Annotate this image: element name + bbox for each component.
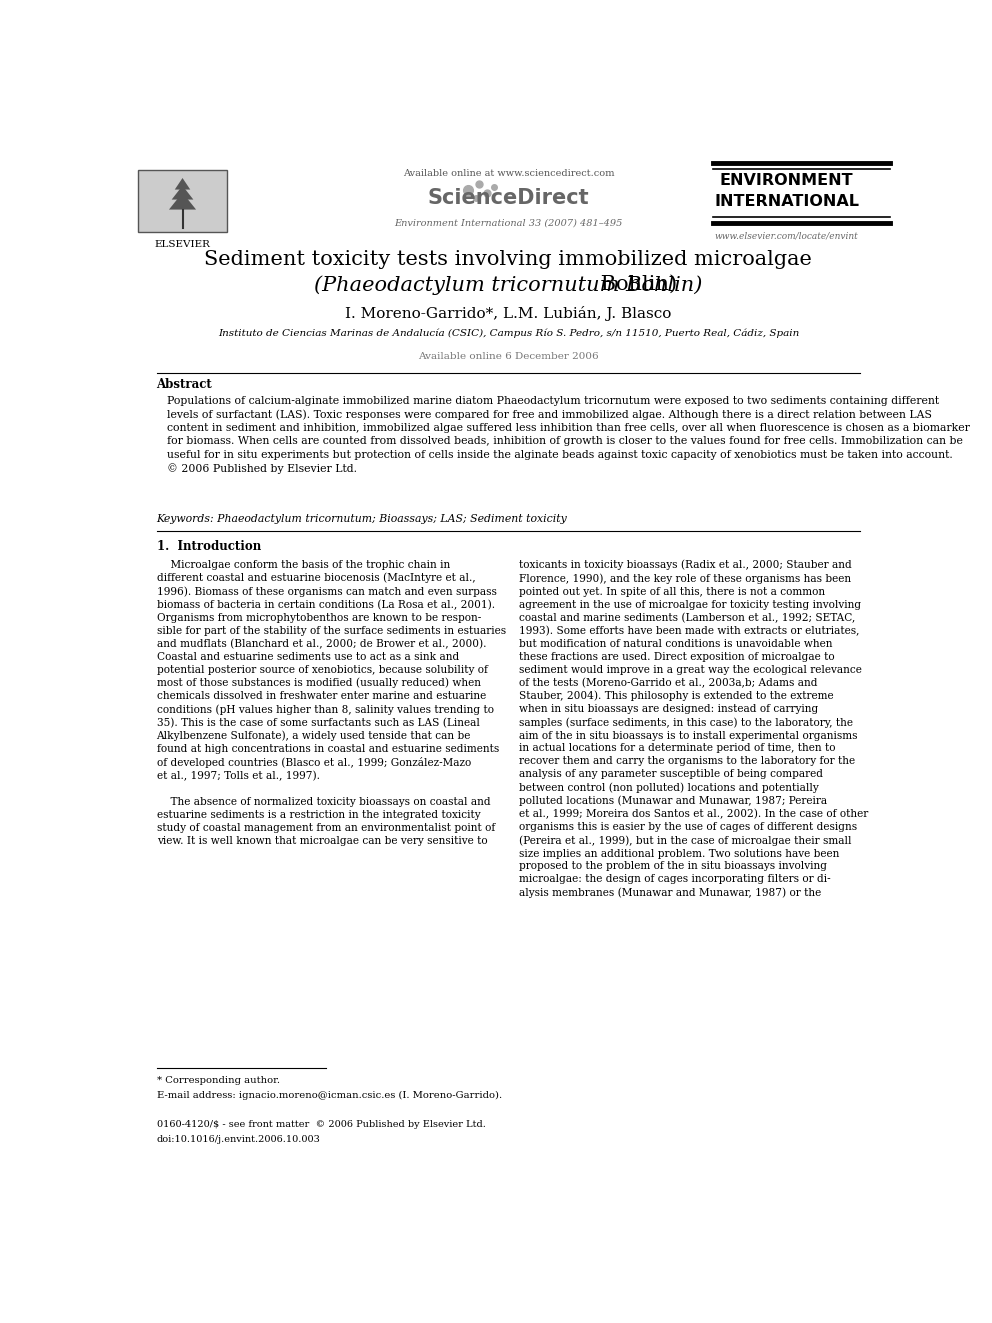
Text: 0160-4120/$ - see front matter  © 2006 Published by Elsevier Ltd.: 0160-4120/$ - see front matter © 2006 Pu… (157, 1119, 485, 1129)
Text: Abstract: Abstract (157, 378, 212, 392)
Text: Available online 6 December 2006: Available online 6 December 2006 (418, 352, 599, 361)
Text: www.elsevier.com/locate/envint: www.elsevier.com/locate/envint (715, 232, 858, 241)
Polygon shape (169, 193, 196, 209)
Text: Keywords: Phaeodactylum tricornutum; Bioassays; LAS; Sediment toxicity: Keywords: Phaeodactylum tricornutum; Bio… (157, 513, 567, 524)
Bar (138, 171, 227, 232)
Text: doi:10.1016/j.envint.2006.10.003: doi:10.1016/j.envint.2006.10.003 (157, 1135, 320, 1144)
Polygon shape (172, 185, 193, 200)
Text: Sediment toxicity tests involving immobilized microalgae: Sediment toxicity tests involving immobi… (204, 250, 812, 269)
Text: Available online at www.sciencedirect.com: Available online at www.sciencedirect.co… (403, 169, 614, 177)
Text: ScienceDirect: ScienceDirect (428, 188, 589, 208)
Text: toxicants in toxicity bioassays (Radix et al., 2000; Stauber and
Florence, 1990): toxicants in toxicity bioassays (Radix e… (519, 560, 869, 898)
Text: Environment International 33 (2007) 481–495: Environment International 33 (2007) 481–… (394, 218, 623, 228)
Text: INTERNATIONAL: INTERNATIONAL (714, 193, 859, 209)
Text: ENVIRONMENT: ENVIRONMENT (720, 173, 853, 188)
Text: 1.  Introduction: 1. Introduction (157, 540, 261, 553)
Text: * Corresponding author.: * Corresponding author. (157, 1076, 280, 1085)
Text: Microalgae conform the basis of the trophic chain in
different coastal and estua: Microalgae conform the basis of the trop… (157, 560, 506, 845)
Text: Bohlin): Bohlin) (594, 275, 678, 294)
Text: ELSEVIER: ELSEVIER (155, 239, 210, 249)
Text: E-mail address: ignacio.moreno@icman.csic.es (I. Moreno-Garrido).: E-mail address: ignacio.moreno@icman.csi… (157, 1091, 502, 1101)
Polygon shape (175, 179, 190, 189)
Text: Populations of calcium-alginate immobilized marine diatom Phaeodactylum tricornu: Populations of calcium-alginate immobili… (167, 396, 969, 474)
Text: I. Moreno-Garrido*, L.M. Lubián, J. Blasco: I. Moreno-Garrido*, L.M. Lubián, J. Blas… (345, 306, 672, 321)
Text: Instituto de Ciencias Marinas de Andalucía (CSIC), Campus Río S. Pedro, s/n 1151: Instituto de Ciencias Marinas de Andaluc… (218, 329, 799, 339)
Text: (Phaeodactylum tricornutum Bohlin): (Phaeodactylum tricornutum Bohlin) (314, 275, 702, 295)
